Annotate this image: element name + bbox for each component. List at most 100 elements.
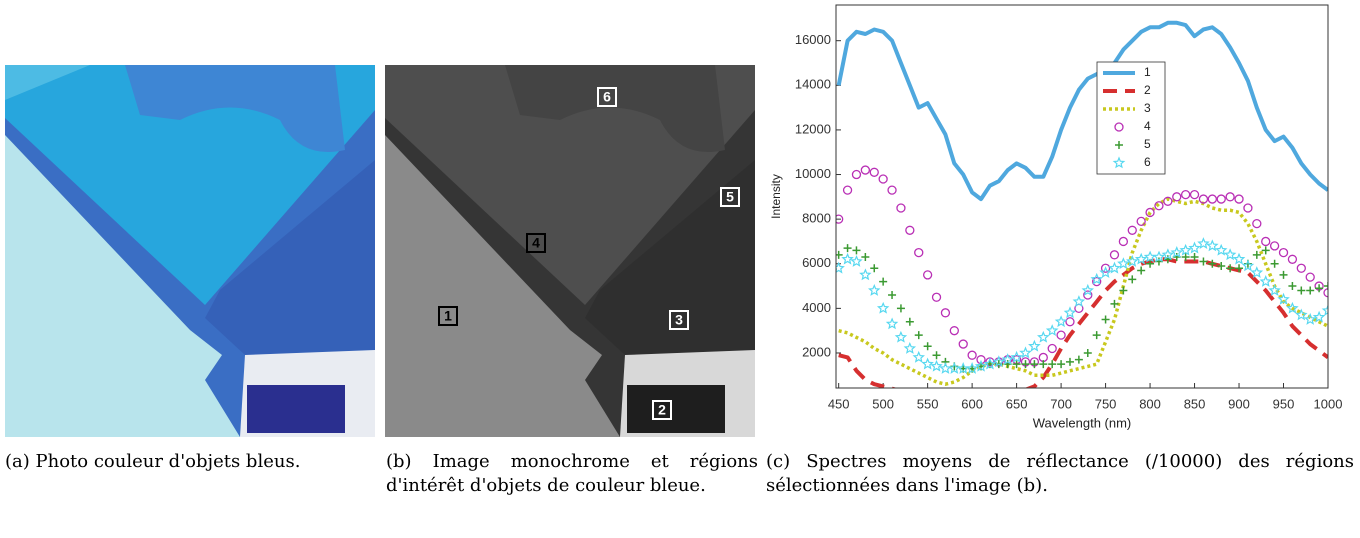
marker [1252, 250, 1261, 259]
marker [1063, 306, 1077, 319]
marker [1252, 218, 1262, 229]
region-label: 3 [675, 312, 683, 328]
marker [1261, 246, 1270, 255]
marker [1225, 192, 1235, 202]
caption: (a) Photo couleur d'objets bleus. [5, 451, 301, 472]
marker [1250, 266, 1264, 278]
series-group [836, 20, 1328, 388]
marker [1161, 248, 1175, 261]
marker [1039, 360, 1048, 369]
marker [1081, 283, 1094, 296]
marker [843, 244, 852, 253]
marker [903, 341, 917, 354]
marker [851, 169, 862, 180]
marker [958, 339, 968, 349]
marker [965, 362, 979, 374]
legend-label: 6 [1144, 155, 1151, 169]
marker [879, 277, 888, 286]
marker [1206, 239, 1219, 252]
y-axis-label: Intensity [769, 174, 783, 219]
legend-label: 3 [1144, 101, 1151, 115]
x-tick-label: 950 [1273, 396, 1295, 411]
y-tick-label: 8000 [802, 211, 831, 226]
marker [1277, 292, 1290, 305]
marker [868, 283, 881, 296]
marker [1297, 286, 1306, 295]
y-tick-label: 10000 [795, 166, 831, 181]
marker [983, 357, 997, 370]
photo-color [5, 65, 375, 437]
marker [836, 214, 844, 224]
chart: 450 500 550 600 650 700 750 800 850 900 950 1000 200… [769, 4, 1343, 430]
x-tick-label: 500 [872, 396, 894, 411]
region-box [438, 306, 458, 326]
region-box [720, 187, 740, 207]
x-axis-label: Wavelength (nm) [1033, 415, 1132, 430]
marker [1286, 301, 1299, 314]
x-tick-label: 900 [1228, 396, 1250, 411]
marker [1234, 194, 1244, 204]
marker [1146, 259, 1155, 268]
x-tick-label: 450 [828, 396, 850, 411]
marker [1179, 243, 1192, 256]
marker [896, 203, 906, 213]
marker [1083, 348, 1092, 357]
marker [905, 225, 915, 235]
marker [1092, 331, 1101, 340]
marker [1207, 194, 1217, 204]
marker [1190, 253, 1199, 262]
y-tick-label: 4000 [802, 300, 831, 315]
marker [932, 351, 941, 360]
marker [931, 292, 942, 302]
marker [1108, 261, 1121, 274]
marker [1010, 350, 1023, 363]
marker [850, 254, 863, 267]
marker [1099, 266, 1112, 278]
region-label: 2 [658, 402, 666, 418]
legend-label: 5 [1144, 137, 1151, 151]
marker [1279, 270, 1288, 279]
marker [1287, 254, 1298, 264]
marker [860, 165, 871, 175]
marker [1072, 295, 1086, 307]
marker [1074, 355, 1083, 364]
marker [1305, 272, 1315, 282]
marker [1030, 360, 1039, 369]
marker [1126, 254, 1139, 267]
x-tick-label: 1000 [1314, 396, 1343, 411]
marker [1215, 243, 1228, 256]
region-label: 4 [532, 235, 540, 251]
marker [1295, 308, 1308, 321]
marker [1269, 241, 1280, 251]
marker [1083, 290, 1093, 300]
marker [887, 185, 897, 195]
marker [1216, 194, 1226, 204]
marker [876, 301, 890, 314]
marker [888, 290, 897, 299]
marker [1090, 272, 1103, 285]
marker [852, 246, 861, 255]
marker [912, 350, 925, 363]
marker [930, 359, 943, 372]
marker [1321, 304, 1328, 316]
marker [1019, 346, 1032, 359]
marker [1197, 237, 1210, 249]
marker [1145, 207, 1155, 218]
marker [1226, 264, 1235, 273]
marker [842, 185, 853, 195]
y-tick-label: 14000 [795, 77, 831, 92]
marker [1189, 189, 1200, 200]
marker [1163, 196, 1173, 206]
marker [1154, 201, 1164, 211]
marker [1232, 252, 1246, 265]
region-box [597, 87, 617, 107]
marker [1110, 299, 1119, 308]
y-tick-label: 16000 [795, 32, 831, 47]
marker [1268, 283, 1281, 296]
marker [1180, 189, 1191, 200]
legend-label: 2 [1144, 83, 1151, 97]
marker [1119, 286, 1128, 295]
legend-label: 4 [1144, 119, 1151, 133]
